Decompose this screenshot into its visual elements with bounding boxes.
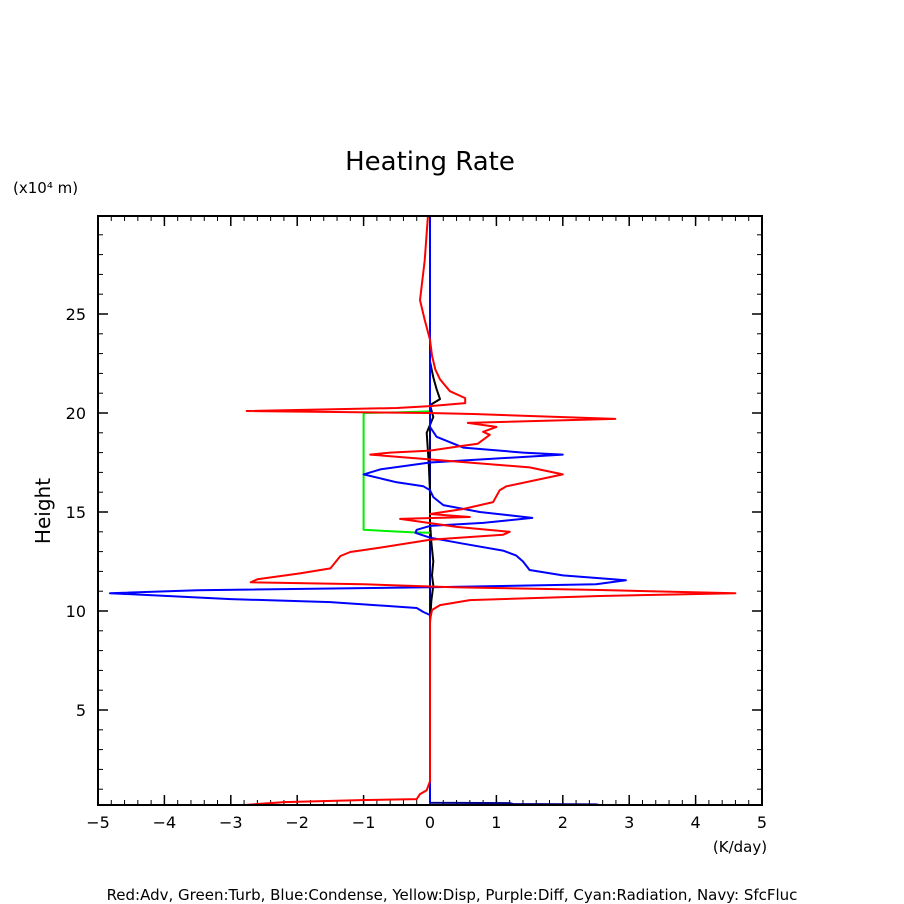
y-tick-label: 25	[66, 305, 86, 324]
y-axis-label: Height	[31, 478, 55, 544]
legend-text: Red:Adv, Green:Turb, Blue:Condense, Yell…	[107, 886, 798, 904]
x-axis-label: (K/day)	[713, 838, 767, 856]
plot-frame	[97, 215, 763, 806]
x-tick-label: −2	[285, 813, 309, 832]
series-line-red	[244, 214, 737, 806]
x-tick-label: 1	[491, 813, 501, 832]
x-tick-label: −1	[352, 813, 376, 832]
x-tick-label: 2	[558, 813, 568, 832]
series-line-blue	[109, 215, 627, 804]
y-tick-label: 5	[76, 701, 86, 720]
y-tick-label: 20	[66, 404, 86, 423]
x-tick-label: 4	[691, 813, 701, 832]
series-line-navy	[429, 215, 762, 806]
chart-title: Heating Rate	[345, 147, 515, 177]
x-tick-label: −3	[219, 813, 243, 832]
y-tick-label: 15	[66, 503, 86, 522]
y-tick-label: 10	[66, 602, 86, 621]
series-line-black	[425, 353, 441, 623]
axis-ticks: −5 −4 −3 −2 −1 0 1 2 3 4 5 5 10 15 20 25	[66, 216, 767, 832]
series-group	[109, 214, 762, 806]
x-tick-label: −4	[153, 813, 177, 832]
y-unit-label: (x10⁴ m)	[13, 179, 78, 197]
x-tick-label: −5	[86, 813, 110, 832]
x-tick-label: 3	[624, 813, 634, 832]
x-tick-label: 5	[757, 813, 767, 832]
x-tick-label: 0	[425, 813, 435, 832]
